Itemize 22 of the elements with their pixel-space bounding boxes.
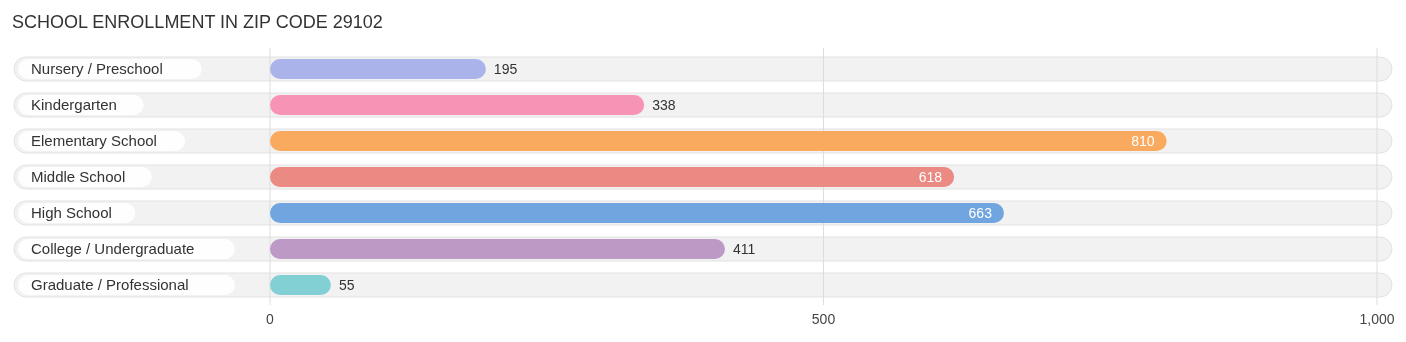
data-label: 618 bbox=[918, 169, 943, 185]
chart-title: SCHOOL ENROLLMENT IN ZIP CODE 29102 bbox=[12, 12, 383, 32]
data-label: 810 bbox=[1131, 133, 1155, 149]
y-tick-label: Graduate / Professional bbox=[31, 276, 189, 293]
y-tick-label: Kindergarten bbox=[31, 96, 117, 113]
data-label: 55 bbox=[338, 277, 355, 293]
x-tick-label: 500 bbox=[811, 311, 836, 327]
x-tick-label: 1,000 bbox=[1359, 311, 1395, 327]
data-label: 411 bbox=[732, 241, 756, 257]
data-label: 195 bbox=[493, 61, 518, 77]
bar bbox=[270, 95, 645, 115]
x-tick-label: 0 bbox=[266, 311, 275, 327]
data-label: 663 bbox=[968, 205, 993, 221]
y-tick-label: Elementary School bbox=[31, 132, 157, 149]
bar bbox=[270, 239, 725, 259]
y-tick-label: College / Undergraduate bbox=[31, 240, 195, 257]
y-tick-label: Middle School bbox=[31, 168, 126, 185]
bar bbox=[270, 275, 331, 295]
bar bbox=[270, 59, 486, 79]
y-tick-label: Nursery / Preschool bbox=[31, 60, 163, 77]
data-label: 338 bbox=[652, 97, 676, 113]
y-tick-label: High School bbox=[31, 204, 112, 221]
